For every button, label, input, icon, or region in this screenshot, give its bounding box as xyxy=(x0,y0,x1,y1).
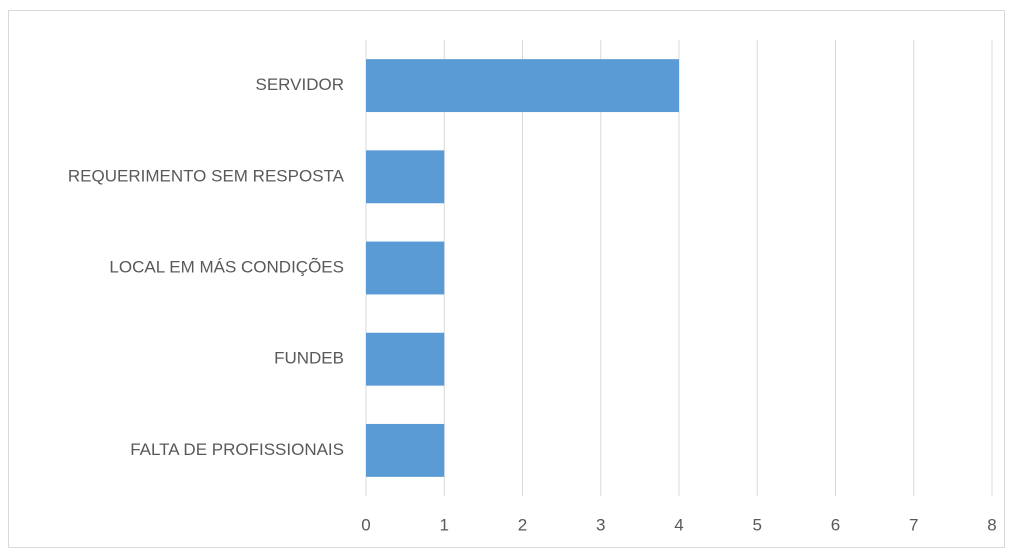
x-tick-label: 6 xyxy=(831,515,840,534)
bar xyxy=(366,241,445,295)
x-tick-label: 1 xyxy=(440,515,449,534)
x-tick-label: 8 xyxy=(987,515,996,534)
y-tick-label: LOCAL EM MÁS CONDIÇÕES xyxy=(109,257,344,276)
y-tick-label: FALTA DE PROFISSIONAIS xyxy=(130,440,344,459)
y-tick-label: FUNDEB xyxy=(274,349,344,368)
bar xyxy=(366,59,679,113)
x-tick-label: 7 xyxy=(909,515,918,534)
x-tick-label: 3 xyxy=(596,515,605,534)
bar xyxy=(366,150,445,204)
bar xyxy=(366,332,445,386)
y-tick-label: REQUERIMENTO SEM RESPOSTA xyxy=(68,166,345,185)
bar xyxy=(366,423,445,477)
x-tick-label: 5 xyxy=(753,515,762,534)
x-tick-label: 2 xyxy=(518,515,527,534)
x-tick-label: 0 xyxy=(361,515,370,534)
y-tick-label: SERVIDOR xyxy=(256,75,345,94)
x-tick-label: 4 xyxy=(674,515,683,534)
